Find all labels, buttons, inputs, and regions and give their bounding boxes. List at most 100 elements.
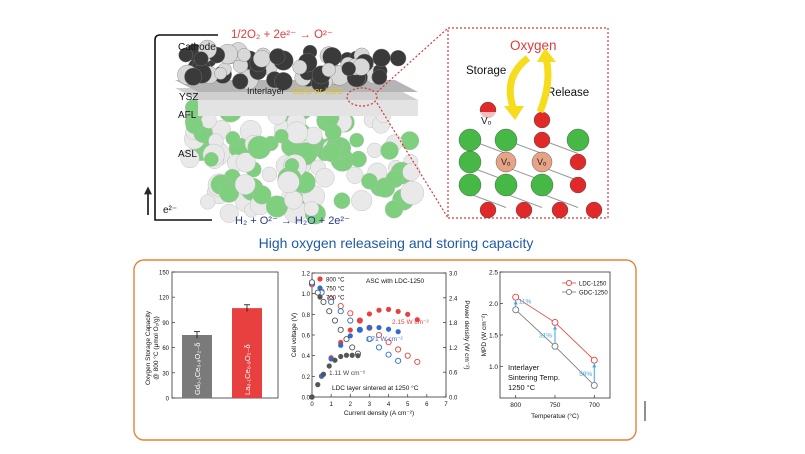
oxygen-atom	[569, 153, 587, 171]
cation-atom	[458, 128, 482, 152]
cation-atom	[458, 173, 482, 197]
iv-x-tick-label: 2	[349, 402, 353, 408]
iv-voltage-point	[337, 326, 344, 333]
cathode-particle	[274, 72, 293, 91]
anode-particle	[400, 180, 425, 205]
iv-x-tick-label: 5	[406, 402, 410, 408]
release-arrow	[536, 57, 552, 114]
anode-particle	[322, 142, 342, 162]
iv-x-tick-label: 7	[444, 402, 448, 408]
vacancy-label: Vₒ	[501, 157, 511, 167]
iv-voltage-point	[385, 339, 392, 346]
osc-ylabel-line1: Oxygen Storage Capacity	[145, 310, 152, 385]
iv-voltage-point	[385, 351, 392, 358]
iv-power-point	[376, 324, 382, 331]
anode-particle	[200, 194, 216, 210]
iv-yl-tick-label: 0.0	[302, 396, 311, 402]
mpd-point	[551, 342, 559, 350]
cathode-particle	[193, 51, 209, 67]
osc-bar	[232, 308, 262, 398]
iv-power-point	[355, 353, 361, 359]
zoom-region-marker	[346, 87, 378, 107]
anode-particle	[351, 190, 373, 212]
iv-voltage-point	[395, 346, 402, 353]
iv-voltage-point	[326, 308, 333, 315]
mpd-point	[590, 356, 598, 364]
iv-voltage-point	[395, 357, 402, 364]
iv-legend-marker	[317, 276, 323, 282]
cathode-particle	[321, 62, 336, 78]
cathode-particle	[232, 73, 249, 90]
iv-power-point	[395, 308, 401, 315]
osc-bars: Gd₀.₁Ce₀.₉O₂₋δ La₀.₁Ce₀.₉O₂₋δ	[182, 304, 262, 398]
iv-voltage-point	[349, 344, 356, 351]
layer-label-interlayer-material: GDC or LDC	[292, 86, 344, 96]
iv-power-point	[357, 327, 363, 333]
mpd-point	[551, 318, 559, 326]
lattice-bond	[469, 193, 507, 208]
iv-power-point	[326, 363, 332, 369]
iv-yl-tick-label: 1.0	[302, 292, 311, 298]
anode-particle	[247, 135, 271, 160]
iv-footer: LDC layer sintered at 1250 °C	[332, 384, 419, 392]
mpd-gain-label: 11%	[519, 299, 532, 306]
osc-y-tick-label: 0	[166, 397, 170, 403]
iv-voltage-point	[347, 317, 354, 324]
mpd-legend-label: LDC-1250	[579, 282, 607, 288]
iv-power-point	[385, 326, 392, 332]
anode-particle	[185, 116, 203, 134]
iv-yr-tick-label: 0.6	[449, 371, 458, 377]
mpd-gain-label: 59%	[579, 371, 592, 378]
iv-power-point	[315, 382, 321, 388]
cathode-particle	[390, 50, 407, 67]
iv-legend-marker	[317, 285, 323, 291]
mpd-legend: LDC-1250 GDC-1250	[562, 279, 608, 297]
iv-yr-tick-label: 0.0	[449, 396, 458, 402]
oxygen-atom	[479, 201, 497, 219]
iv-power-point	[347, 333, 353, 339]
anode-particle	[384, 200, 404, 219]
zoom-leader-bottom	[376, 102, 449, 219]
osc-bar	[182, 335, 212, 398]
cathode-reaction: 1/2O₂ + 2e²⁻ → O²⁻	[231, 29, 333, 41]
iv-power-point	[338, 342, 344, 348]
cathode-particle	[184, 67, 203, 86]
iv-voltage-point	[328, 298, 335, 305]
anode-particle	[284, 190, 303, 210]
mpd-x-tick-label: 750	[550, 402, 561, 409]
mpd-ticks: 800 750 700 2.5 2.0 1.5 1.0	[489, 270, 600, 410]
iv-x-tick-label: 1	[329, 402, 333, 408]
iv-voltage-point	[337, 303, 344, 310]
layer-label-asl: ASL	[178, 149, 197, 160]
iv-voltage-point	[331, 317, 339, 324]
anode-particle	[203, 152, 219, 167]
cation-atom	[530, 173, 554, 197]
anode-particle	[277, 171, 300, 194]
iv-ylabel-right: Power density (W cm⁻²)	[463, 300, 470, 369]
anode-particle	[367, 142, 383, 158]
iv-legend-label: 800 °C	[326, 278, 345, 284]
iv-yr-tick-label: 1.8	[449, 321, 458, 327]
ysz-electrolyte-front	[198, 100, 418, 116]
iv-x-tick-label: 4	[387, 402, 391, 408]
iv-voltage-point	[347, 310, 354, 317]
oxygen-atom	[585, 201, 603, 219]
electron-label: e²⁻	[163, 205, 177, 216]
iv-yr-tick-label: 1.2	[449, 346, 458, 352]
iv-chart: 0 1 2 3 4 5 6 7 1.2 1.0 0.8 0.6 0.4 0.2 0.0 3.0 2.4 1.8 1.…	[291, 272, 470, 418]
iv-power-point	[309, 394, 315, 400]
anode-particle	[349, 132, 365, 148]
cathode-particle	[269, 48, 286, 65]
anode-particle	[380, 141, 399, 160]
lattice-bond	[541, 193, 579, 208]
cathode-particle	[341, 61, 356, 77]
mpd-x-tick-label: 800	[510, 402, 521, 409]
mpd-point	[590, 381, 598, 389]
anode-particle	[350, 150, 367, 168]
cathode-particle	[237, 48, 251, 62]
iv-voltage-point	[337, 308, 344, 315]
iv-power-point	[395, 329, 401, 335]
anode-particle	[315, 167, 335, 188]
cation-atom	[494, 128, 518, 152]
iv-power-point	[405, 311, 411, 317]
